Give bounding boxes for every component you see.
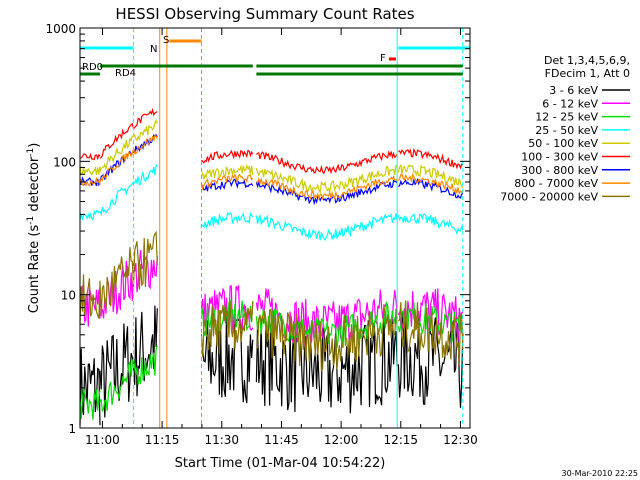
y-tick-label: 100	[53, 155, 76, 169]
legend-label-1: 6 - 12 keV	[542, 97, 598, 110]
x-tick-label: 11:00	[85, 433, 120, 447]
series-line-2	[79, 298, 464, 420]
plot-frame	[79, 27, 471, 429]
y-axis-label: Count Rate (s-1 detector-1)	[26, 143, 42, 314]
flag-label-rd0: RD0	[82, 62, 103, 73]
y-axis-label-sup1: -1	[26, 216, 36, 225]
legend-label-4: 50 - 100 keV	[528, 137, 598, 150]
series-layer	[79, 107, 464, 426]
y-axis-label-end: )	[27, 143, 42, 148]
flag-label-n: N	[150, 44, 157, 55]
footer-date: 30-Mar-2010 22:25	[562, 469, 639, 478]
legend-header-0: Det 1,3,4,5,6,9,	[544, 54, 630, 67]
flag-label-rd4: RD4	[115, 68, 136, 79]
legend-label-5: 100 - 300 keV	[521, 151, 598, 164]
legend-label-7: 800 - 7000 keV	[514, 177, 598, 190]
saa-box	[159, 27, 168, 429]
legend-label-8: 7000 - 20000 keV	[500, 190, 598, 203]
x-axis-ticks: 11:00 11:15 11:30 11:45 12:00 12:15 12:30	[85, 28, 478, 447]
y-axis-ticks: 1 10 100 1000	[45, 22, 470, 436]
x-tick-label: 11:45	[264, 433, 299, 447]
x-tick-label: 12:00	[324, 433, 359, 447]
legend-label-0: 3 - 6 keV	[549, 84, 598, 97]
y-axis-label-mid: detector	[27, 156, 42, 216]
flag-label-s: S	[163, 35, 169, 46]
series-line-7	[79, 134, 464, 201]
series-line-4	[79, 118, 464, 195]
flag-label-f: F	[380, 53, 386, 64]
series-line-5	[79, 107, 464, 175]
legend-label-6: 300 - 800 keV	[521, 164, 598, 177]
x-tick-label: 11:15	[145, 433, 180, 447]
y-tick-label: 10	[61, 289, 76, 303]
y-axis-label-main: Count Rate (s	[27, 225, 42, 314]
series-line-3	[79, 164, 464, 242]
legend-label-3: 25 - 50 keV	[535, 124, 598, 137]
series-line-8	[79, 230, 464, 373]
chart-title: HESSI Observing Summary Count Rates	[115, 5, 414, 23]
x-axis-label: Start Time (01-Mar-04 10:54:22)	[175, 456, 386, 471]
y-axis-label-sup2: -1	[26, 148, 36, 157]
series-line-0	[79, 305, 464, 426]
x-tick-label: 11:30	[204, 433, 239, 447]
y-tick-label: 1	[68, 422, 76, 436]
legend-header-1: FDecim 1, Att 0	[545, 67, 630, 80]
x-tick-label: 12:30	[443, 433, 478, 447]
x-tick-label: 12:15	[383, 433, 418, 447]
y-tick-label: 1000	[45, 22, 76, 36]
legend-label-2: 12 - 25 keV	[535, 111, 598, 124]
legend: Det 1,3,4,5,6,9,FDecim 1, Att 0 3 - 6 keV…	[500, 54, 630, 203]
